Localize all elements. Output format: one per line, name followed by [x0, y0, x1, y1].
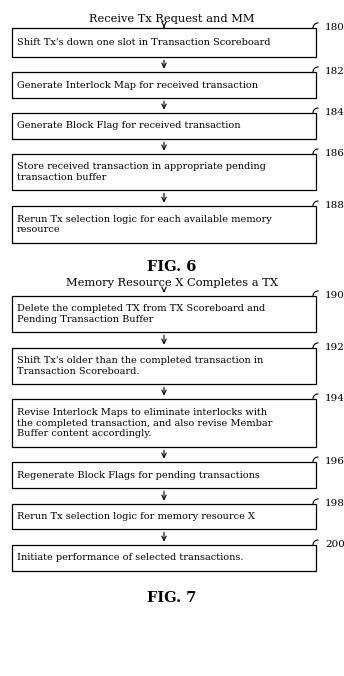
Text: FIG. 6: FIG. 6: [147, 260, 197, 274]
Text: Shift Tx's older than the completed transaction in
Transaction Scoreboard.: Shift Tx's older than the completed tran…: [17, 356, 263, 376]
Text: Store received transaction in appropriate pending
transaction buffer: Store received transaction in appropriat…: [17, 162, 266, 182]
Text: Rerun Tx selection logic for memory resource X: Rerun Tx selection logic for memory reso…: [17, 512, 255, 521]
FancyBboxPatch shape: [12, 28, 316, 57]
FancyBboxPatch shape: [12, 296, 316, 332]
Text: 186: 186: [325, 149, 344, 158]
Text: Generate Block Flag for received transaction: Generate Block Flag for received transac…: [17, 122, 240, 130]
Text: Regenerate Block Flags for pending transactions: Regenerate Block Flags for pending trans…: [17, 470, 260, 479]
Text: 194: 194: [325, 394, 344, 403]
Text: FIG. 7: FIG. 7: [147, 591, 197, 605]
Text: Initiate performance of selected transactions.: Initiate performance of selected transac…: [17, 554, 244, 562]
FancyBboxPatch shape: [12, 399, 316, 447]
Text: 196: 196: [325, 457, 344, 466]
FancyBboxPatch shape: [12, 462, 316, 488]
Text: Revise Interlock Maps to eliminate interlocks with
the completed transaction, an: Revise Interlock Maps to eliminate inter…: [17, 408, 272, 438]
Text: 188: 188: [325, 201, 344, 210]
FancyBboxPatch shape: [12, 72, 316, 98]
Text: 184: 184: [325, 108, 344, 117]
FancyBboxPatch shape: [12, 113, 316, 139]
FancyBboxPatch shape: [12, 545, 316, 571]
FancyBboxPatch shape: [12, 206, 316, 243]
Text: 198: 198: [325, 499, 344, 508]
Text: Shift Tx's down one slot in Transaction Scoreboard: Shift Tx's down one slot in Transaction …: [17, 38, 270, 47]
Text: 192: 192: [325, 343, 344, 352]
Text: Memory Resource X Completes a TX: Memory Resource X Completes a TX: [66, 278, 278, 288]
FancyBboxPatch shape: [12, 154, 316, 190]
Text: Generate Interlock Map for received transaction: Generate Interlock Map for received tran…: [17, 80, 258, 89]
Text: Delete the completed TX from TX Scoreboard and
Pending Transaction Buffer: Delete the completed TX from TX Scoreboa…: [17, 304, 265, 324]
Text: 190: 190: [325, 291, 344, 300]
Text: 200: 200: [325, 540, 344, 549]
Text: Rerun Tx selection logic for each available memory
resource: Rerun Tx selection logic for each availa…: [17, 215, 272, 234]
Text: 182: 182: [325, 67, 344, 76]
Text: 180: 180: [325, 23, 344, 32]
FancyBboxPatch shape: [12, 348, 316, 384]
Text: Receive Tx Request and MM: Receive Tx Request and MM: [89, 14, 255, 24]
FancyBboxPatch shape: [12, 504, 316, 529]
